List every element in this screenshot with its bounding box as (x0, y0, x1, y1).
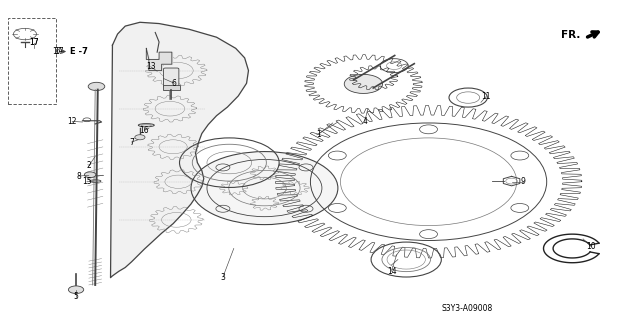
FancyBboxPatch shape (163, 85, 179, 90)
Circle shape (135, 135, 145, 140)
Circle shape (88, 82, 105, 91)
Circle shape (68, 286, 84, 293)
Text: 14: 14 (387, 267, 396, 276)
Text: 17: 17 (52, 47, 61, 56)
Text: 4: 4 (362, 117, 367, 126)
Polygon shape (111, 22, 248, 278)
Text: 13: 13 (146, 62, 156, 71)
Text: S3Y3-A09008: S3Y3-A09008 (441, 304, 493, 313)
Text: 16: 16 (140, 126, 149, 135)
Text: 17: 17 (54, 47, 64, 56)
Text: 10: 10 (587, 242, 596, 251)
Polygon shape (147, 48, 172, 70)
Text: E -7: E -7 (70, 47, 88, 56)
Text: 12: 12 (67, 117, 77, 126)
Circle shape (84, 172, 96, 178)
Text: 5: 5 (74, 292, 79, 301)
Text: 2: 2 (86, 161, 91, 170)
Circle shape (344, 74, 383, 93)
Text: 17: 17 (29, 38, 38, 47)
Text: 1: 1 (316, 130, 321, 138)
Text: 17: 17 (29, 38, 38, 47)
Text: 11: 11 (481, 92, 491, 101)
Circle shape (191, 152, 338, 225)
Text: 8: 8 (76, 172, 81, 181)
Text: FR.: FR. (561, 30, 580, 40)
Text: 6: 6 (172, 79, 177, 88)
Text: 9: 9 (521, 177, 525, 186)
Text: 7: 7 (129, 137, 134, 146)
Text: 15: 15 (82, 177, 92, 186)
FancyBboxPatch shape (164, 68, 179, 87)
Text: 3: 3 (221, 272, 225, 281)
